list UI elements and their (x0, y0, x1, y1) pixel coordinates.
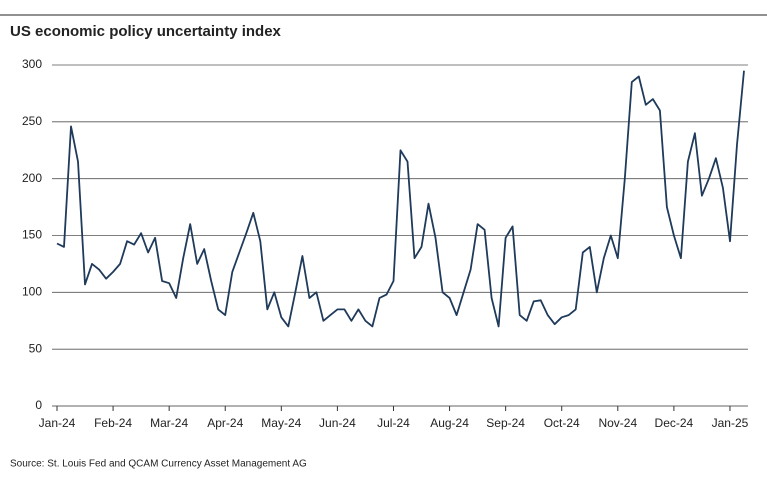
x-tick-label: Jun-24 (319, 416, 356, 430)
source-note: Source: St. Louis Fed and QCAM Currency … (10, 459, 307, 470)
x-tick-label: Jul-24 (377, 416, 410, 430)
x-tick-label: Dec-24 (655, 416, 694, 430)
x-tick-label: Aug-24 (430, 416, 469, 430)
y-tick-label: 100 (22, 285, 42, 299)
x-tick-label: May-24 (261, 416, 301, 430)
x-tick-label: Nov-24 (598, 416, 637, 430)
y-tick-label: 200 (22, 171, 42, 185)
y-tick-label: 50 (29, 341, 43, 355)
y-tick-label: 0 (35, 398, 42, 412)
x-tick-label: Sep-24 (486, 416, 525, 430)
x-tick-label: Apr-24 (207, 416, 243, 430)
x-tick-label: Mar-24 (150, 416, 188, 430)
chart-title: US economic policy uncertainty index (10, 23, 282, 40)
y-tick-label: 150 (22, 228, 42, 242)
y-tick-label: 250 (22, 114, 42, 128)
series-line (56, 70, 745, 328)
x-tick-label: Feb-24 (94, 416, 132, 430)
y-tick-label: 300 (22, 57, 42, 71)
x-tick-label: Oct-24 (544, 416, 580, 430)
x-tick-label: Jan-24 (39, 416, 76, 430)
x-tick-label: Jan-25 (712, 416, 749, 430)
